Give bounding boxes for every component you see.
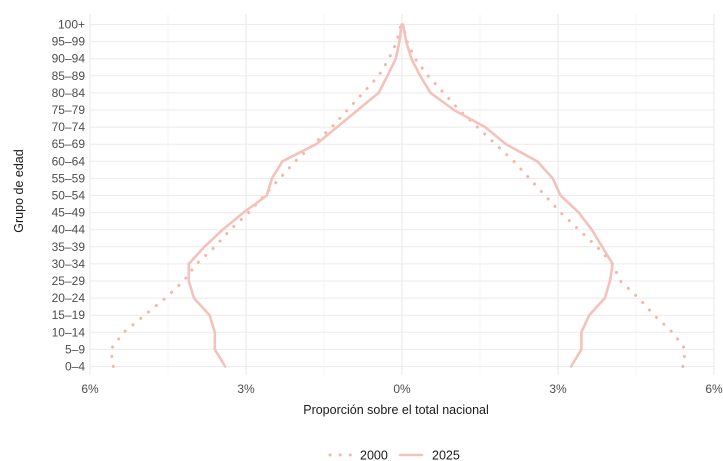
x-tick-labels: 6% 3% 0% 3% 6% [81,382,723,396]
x-tick-label: 6% [81,382,99,396]
y-tick-label: 0–4 [65,360,85,374]
y-tick-label: 50–54 [52,189,86,203]
y-tick-label: 10–14 [52,325,86,339]
series-line-2000-male [109,23,403,368]
y-tick-label: 85–89 [52,69,86,83]
y-tick-label: 45–49 [52,206,86,220]
y-tick-label: 15–19 [52,308,86,322]
x-tick-label: 6% [705,382,723,396]
y-tick-label: 60–64 [52,154,86,168]
y-tick-label: 65–69 [52,137,86,151]
y-tick-label: 55–59 [52,171,86,185]
y-tick-label: 70–74 [52,120,86,134]
y-tick-label: 30–34 [52,257,86,271]
legend-label-2025: 2025 [432,449,460,461]
x-tick-label: 3% [549,382,567,396]
series-lines [109,23,687,368]
y-tick-label: 40–44 [52,223,86,237]
series-line-2000-female [401,23,687,368]
x-axis-title: Proporción sobre el total nacional [303,403,489,417]
y-tick-label: 90–94 [52,52,86,66]
grid-lines [89,14,715,375]
y-tick-label: 20–24 [52,291,86,305]
y-axis-title: Grupo de edad [12,149,26,232]
y-tick-label: 95–99 [52,35,86,49]
series-line-2025-male [187,23,403,368]
x-tick-label: 3% [237,382,255,396]
y-tick-label: 75–79 [52,103,86,117]
legend-label-2000: 2000 [360,449,388,461]
x-tick-label: 0% [393,382,411,396]
legend: 2000 2025 [328,449,460,461]
y-tick-label: 25–29 [52,274,86,288]
series-line-2025-female [401,23,614,368]
y-tick-label: 35–39 [52,240,86,254]
y-tick-label: 100+ [58,18,85,32]
y-tick-labels: 0–4 5–9 10–14 15–19 20–24 25–29 30–34 35–39 40–4… [52,18,86,374]
y-tick-label: 80–84 [52,86,86,100]
y-tick-label: 5–9 [65,342,85,356]
